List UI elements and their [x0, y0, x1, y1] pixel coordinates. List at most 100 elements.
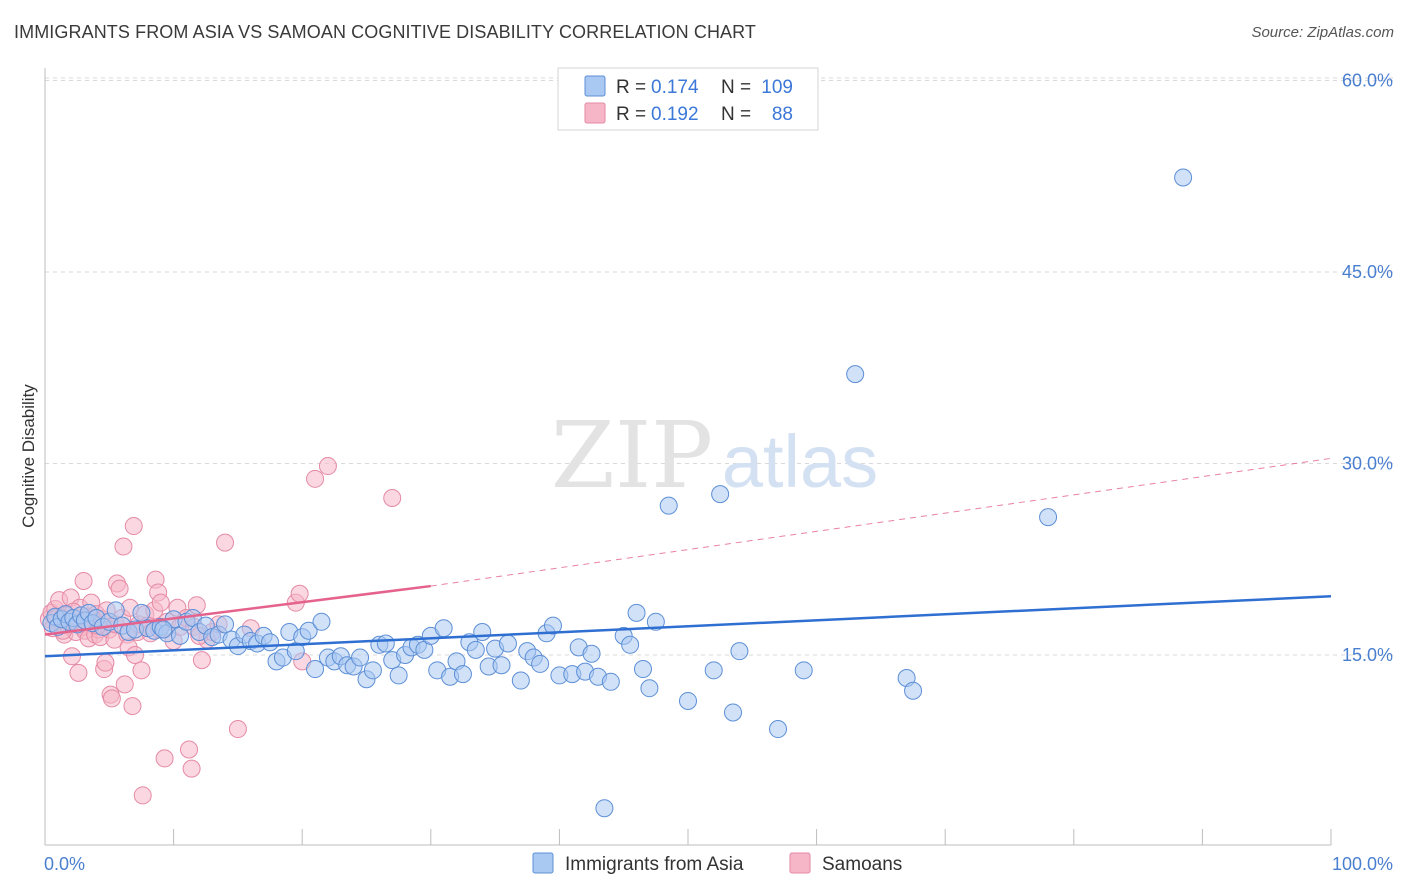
- asia-point-102: [730, 642, 749, 661]
- asia-point-96: [646, 612, 665, 631]
- asia-point-15: [106, 601, 125, 620]
- asia-trend-line: [44, 595, 1332, 658]
- y-tick-label-60: 60.0%: [1342, 71, 1393, 91]
- asia-point-98: [679, 691, 697, 710]
- samoans-point-68: [192, 651, 211, 670]
- samoans-point-49: [132, 661, 151, 680]
- asia-point-95: [640, 679, 659, 698]
- samoans-trend-extension: [430, 457, 1332, 587]
- asia-point-103: [769, 720, 788, 739]
- bottom-legend-label-samoans: Samoans: [822, 854, 902, 875]
- legend-swatch-pink: [584, 102, 606, 124]
- asia-point-90: [601, 672, 620, 691]
- samoans-point-78: [306, 469, 325, 488]
- asia-point-110: [154, 620, 173, 639]
- y-tick-label-15: 15.0%: [1342, 645, 1393, 665]
- y-tick-labels: 15.0% 30.0% 45.0% 60.0%: [1342, 71, 1393, 666]
- asia-point-46: [306, 660, 325, 679]
- asia-point-45: [299, 621, 318, 640]
- asia-point-57: [376, 634, 395, 653]
- asia-point-99: [704, 661, 723, 680]
- asia-point-66: [434, 619, 453, 638]
- asia-point-39: [261, 633, 280, 652]
- y-tick-label-45: 45.0%: [1342, 262, 1393, 282]
- legend-r-value-2: 0.192: [651, 104, 699, 125]
- trend-lines: [44, 457, 1332, 658]
- legend-n-label-1: N =: [721, 77, 751, 98]
- samoans-point-39: [114, 537, 133, 556]
- asia-point-82: [543, 616, 562, 635]
- samoans-point-76: [290, 584, 309, 603]
- asia-point-55: [363, 661, 382, 680]
- samoans-point-33: [102, 689, 121, 708]
- asia-point-77: [511, 671, 530, 690]
- asia-point-32: [216, 615, 235, 634]
- asia-point-80: [531, 654, 550, 673]
- bottom-legend-swatch-blue: [532, 852, 554, 874]
- asia-point-87: [582, 644, 601, 663]
- chart-title: IMMIGRANTS FROM ASIA VS SAMOAN COGNITIVE…: [14, 22, 757, 42]
- samoans-point-40: [115, 675, 134, 694]
- grid-layer: [45, 77, 1393, 656]
- samoans-point-14: [69, 663, 88, 682]
- asia-point-105: [846, 365, 865, 384]
- samoans-point-17: [74, 571, 93, 590]
- asia-point-76: [498, 634, 517, 653]
- asia-point-72: [473, 623, 492, 642]
- samoans-point-46: [126, 646, 145, 664]
- asia-point-109: [1174, 168, 1193, 187]
- samoans-point-73: [228, 720, 247, 739]
- samoans-point-72: [216, 533, 235, 552]
- samoans-point-58: [155, 749, 174, 768]
- asia-point-104: [794, 661, 813, 680]
- axes-layer: [44, 68, 1332, 846]
- bottom-legend-label-asia: Immigrants from Asia: [565, 854, 744, 875]
- legend-n-label-2: N =: [721, 104, 751, 125]
- samoans-trend-line: [44, 584, 431, 636]
- asia-point-97: [659, 496, 678, 515]
- legend-r-label-2: R =: [616, 104, 646, 125]
- asia-point-59: [389, 666, 408, 685]
- asia-point-108: [1039, 508, 1058, 527]
- asia-point-100: [711, 485, 730, 504]
- watermark: ZIP atlas: [551, 402, 878, 509]
- asia-point-92: [621, 635, 640, 654]
- watermark-atlas: atlas: [722, 420, 878, 503]
- asia-point-47: [312, 612, 331, 631]
- samoans-point-45: [124, 517, 143, 536]
- asia-point-107: [904, 681, 923, 700]
- y-tick-label-30: 30.0%: [1342, 454, 1393, 474]
- asia-point-71: [466, 640, 485, 659]
- y-axis-title: Cognitive Disability: [19, 384, 38, 528]
- samoans-point-57: [151, 593, 170, 612]
- legend-r-label-1: R =: [616, 77, 646, 98]
- samoans-point-65: [182, 759, 201, 778]
- stats-legend: R = 0.174 N = 109 R = 0.192 N = 88: [557, 67, 819, 131]
- asia-point-89: [595, 799, 614, 818]
- samoans-point-37: [110, 579, 129, 598]
- legend-r-value-1: 0.174: [651, 77, 699, 98]
- samoans-point-50: [133, 786, 152, 805]
- source-label: Source: ZipAtlas.com: [1251, 24, 1394, 41]
- series-legend: Immigrants from Asia Samoans: [532, 852, 902, 875]
- samoans-point-80: [383, 488, 402, 507]
- x-tick-label-max: 100.0%: [1332, 854, 1393, 874]
- legend-n-value-1: 109: [761, 77, 793, 98]
- immigrants-from-asia-points: [42, 168, 1193, 818]
- asia-point-94: [633, 660, 652, 679]
- asia-point-101: [724, 703, 743, 722]
- samoans-point-64: [180, 740, 199, 759]
- bottom-legend-swatch-pink: [789, 852, 811, 874]
- samoans-point-44: [123, 697, 142, 716]
- asia-point-75: [492, 656, 511, 675]
- samoans-point-79: [318, 457, 337, 476]
- legend-swatch-blue: [584, 75, 606, 97]
- asia-point-53: [351, 648, 370, 667]
- asia-point-93: [627, 603, 646, 622]
- x-tick-label-min: 0.0%: [44, 854, 85, 874]
- watermark-zip: ZIP: [551, 402, 713, 509]
- samoans-point-29: [96, 653, 115, 672]
- asia-point-69: [453, 665, 472, 684]
- asia-point-19: [132, 603, 151, 622]
